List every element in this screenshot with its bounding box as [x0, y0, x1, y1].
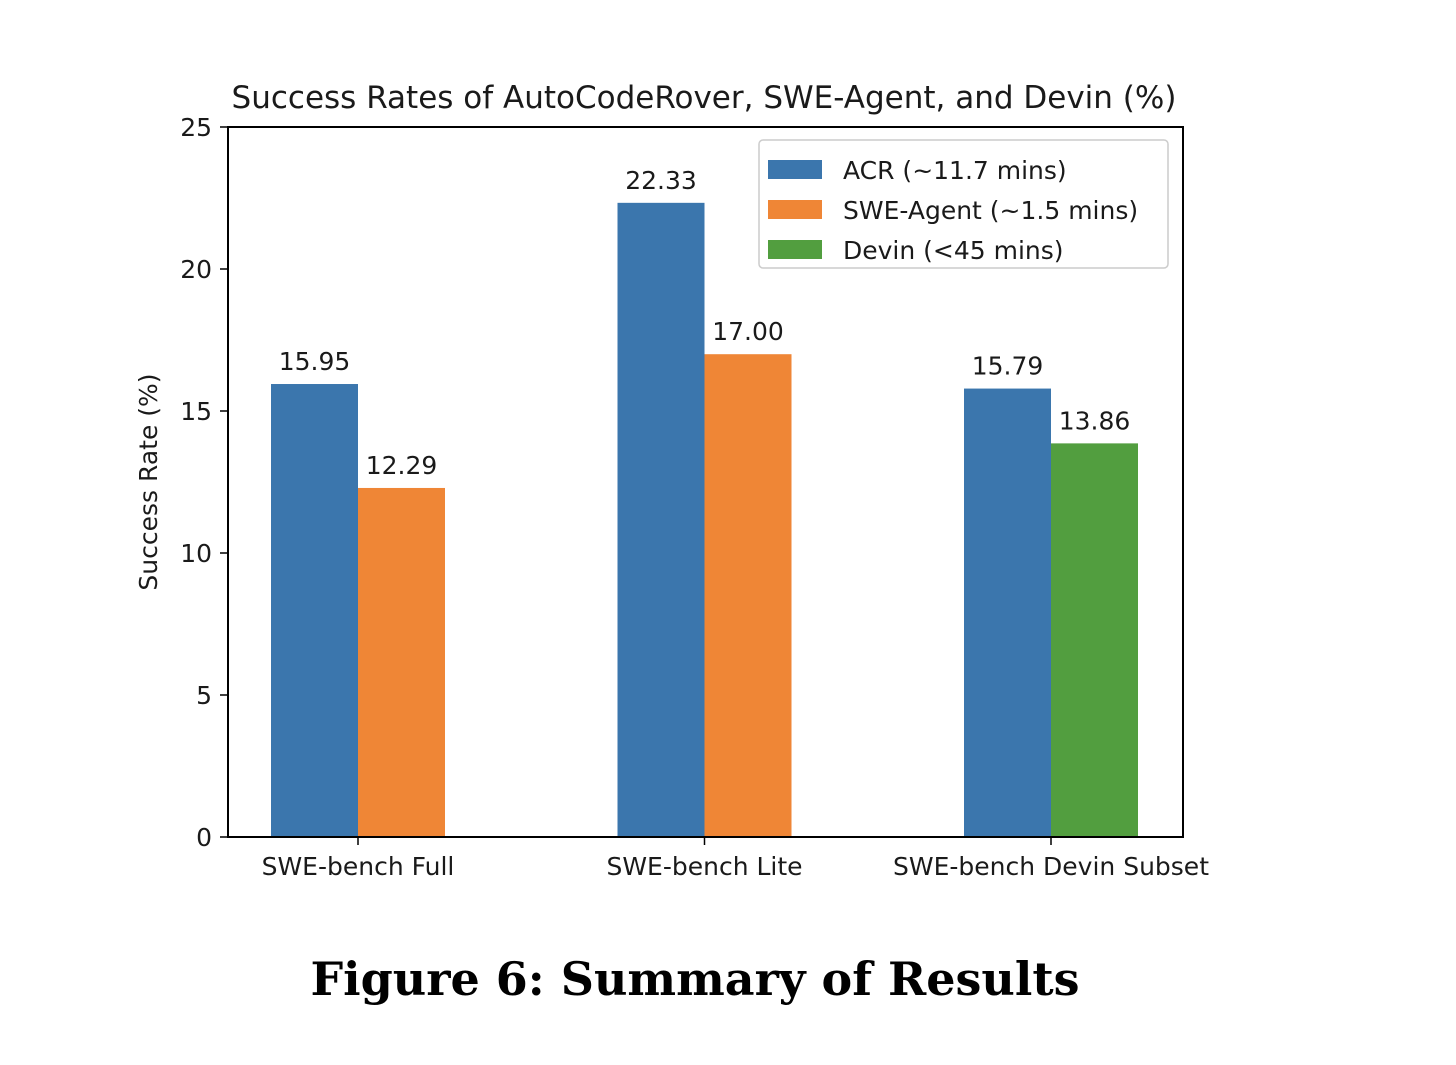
- y-tick-label: 25: [180, 113, 212, 142]
- y-tick-label: 5: [196, 681, 212, 710]
- bars-layer: [271, 202, 1138, 837]
- legend-swatch: [768, 240, 822, 259]
- bar: [271, 384, 358, 837]
- x-tick-label: SWE-bench Full: [262, 852, 455, 881]
- bar-value-label: 15.79: [972, 352, 1044, 381]
- y-tick-label: 20: [180, 255, 212, 284]
- bar-value-label: 22.33: [625, 166, 697, 195]
- legend-label: ACR (~11.7 mins): [843, 156, 1067, 185]
- y-tick-label: 0: [196, 823, 212, 852]
- legend-label: SWE-Agent (~1.5 mins): [843, 196, 1138, 225]
- legend-swatch: [768, 160, 822, 179]
- bar-value-label: 17.00: [712, 317, 784, 346]
- bar: [617, 202, 705, 837]
- legend-label: Devin (<45 mins): [843, 236, 1064, 265]
- chart-title: Success Rates of AutoCodeRover, SWE-Agen…: [232, 80, 1177, 116]
- legend-swatch: [768, 200, 822, 219]
- bar: [704, 354, 792, 837]
- y-tick-label: 15: [180, 397, 212, 426]
- x-tick-label: SWE-bench Devin Subset: [893, 852, 1209, 881]
- legend-box: [758, 139, 1169, 269]
- data-labels-layer: 15.95 12.29 22.33 17.00 15.79 13.86: [279, 166, 1131, 480]
- bar-chart: Success Rates of AutoCodeRover, SWE-Agen…: [134, 80, 1209, 881]
- plot-area-frame: [227, 126, 1184, 838]
- x-tick-label: SWE-bench Lite: [606, 852, 802, 881]
- bar-value-label: 13.86: [1059, 406, 1131, 435]
- y-tick-label: 10: [180, 539, 212, 568]
- bar: [964, 388, 1051, 837]
- figure-caption: Figure 6: Summary of Results: [310, 952, 1080, 1006]
- legend: ACR (~11.7 mins) SWE-Agent (~1.5 mins) Dev…: [758, 139, 1169, 269]
- y-axis-label: Success Rate (%): [134, 373, 163, 590]
- bar-value-label: 15.95: [279, 347, 351, 376]
- bar-value-label: 12.29: [366, 451, 438, 480]
- bar: [358, 487, 445, 837]
- bar: [1051, 443, 1138, 837]
- ticks-layer: 0 5 10 15 20 25 SWE-bench Full SWE-bench Lite SW…: [180, 113, 1209, 881]
